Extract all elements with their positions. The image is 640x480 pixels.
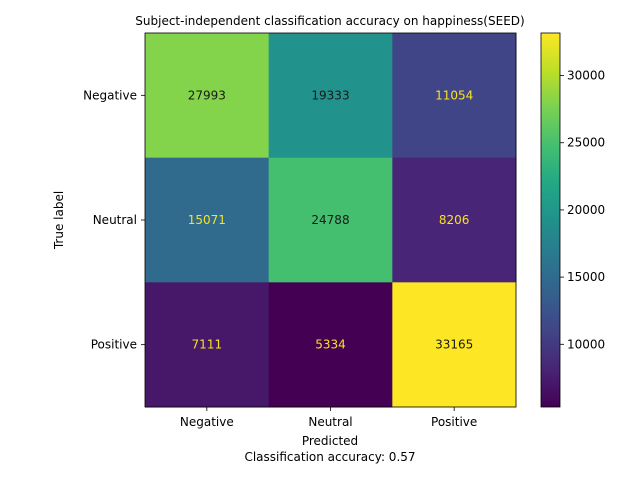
heatmap-cell	[268, 282, 393, 408]
y-tick-label: Neutral	[93, 213, 137, 227]
colorbar-tick-label: 15000	[567, 270, 605, 284]
colorbar-gradient	[540, 32, 561, 408]
heatmap-cell	[145, 33, 270, 159]
heatmap-cell	[145, 157, 270, 283]
cell-value-label: 8206	[439, 213, 470, 227]
heatmap-cell	[268, 33, 393, 159]
colorbar-tick-label: 20000	[567, 203, 605, 217]
heatmap-cell	[392, 282, 517, 408]
cell-value-label: 33165	[435, 338, 473, 352]
cell-value-label: 7111	[192, 338, 223, 352]
y-axis-label: True label	[52, 191, 66, 250]
y-axis-ticks: Negative Neutral Positive	[83, 88, 145, 352]
y-tick-label: Positive	[91, 338, 137, 352]
colorbar: 10000 15000 20000 25000 30000	[540, 32, 605, 408]
x-tick-label: Positive	[431, 415, 477, 429]
colorbar-tick-label: 30000	[567, 69, 605, 83]
heatmap-cells	[145, 33, 517, 408]
cell-value-label: 5334	[315, 338, 346, 352]
cell-value-label: 19333	[311, 88, 349, 102]
chart-title: Subject-independent classification accur…	[135, 14, 524, 28]
heatmap-cell	[392, 33, 517, 159]
colorbar-ticks: 10000 15000 20000 25000 30000	[560, 69, 605, 351]
y-tick-label: Negative	[83, 88, 137, 102]
x-tick-label: Negative	[180, 415, 234, 429]
heatmap-cell	[392, 157, 517, 283]
cell-value-label: 27993	[188, 88, 226, 102]
cell-value-label: 15071	[188, 213, 226, 227]
cell-value-label: 11054	[435, 88, 473, 102]
x-tick-label: Neutral	[308, 415, 352, 429]
colorbar-tick-label: 25000	[567, 136, 605, 150]
colorbar-tick-label: 10000	[567, 337, 605, 351]
x-axis-label: Predicted	[302, 434, 358, 448]
cell-value-label: 24788	[311, 213, 349, 227]
x-axis-ticks: Negative Neutral Positive	[180, 407, 477, 429]
heatmap-cell-labels: 27993 19333 11054 15071 24788 8206 7111 5334 331…	[188, 88, 474, 351]
heatmap-cell	[268, 157, 393, 283]
heatmap-cell	[145, 282, 270, 408]
chart-caption: Classification accuracy: 0.57	[244, 450, 415, 464]
